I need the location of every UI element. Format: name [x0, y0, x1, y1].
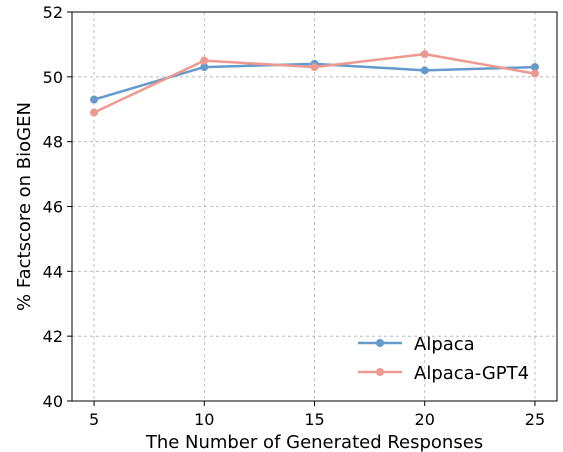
legend-marker [376, 368, 384, 376]
y-axis-label: % Factscore on BioGEN [14, 102, 35, 311]
data-point [310, 63, 319, 72]
x-tick-label: 5 [89, 410, 99, 429]
y-tick-label: 44 [43, 262, 63, 281]
data-point [90, 108, 99, 117]
data-point [530, 69, 539, 78]
x-axis-label: The Number of Generated Responses [145, 432, 483, 452]
legend-marker [376, 339, 384, 347]
x-tick-label: 20 [415, 410, 435, 429]
y-tick-labels: 40 42 44 46 48 50 52 [43, 3, 63, 411]
y-tick-label: 48 [43, 133, 63, 152]
x-tick-label: 25 [525, 410, 545, 429]
y-tick-label: 50 [43, 68, 63, 87]
data-point [90, 95, 99, 104]
y-tick-label: 40 [43, 392, 63, 411]
data-point [420, 66, 429, 75]
x-tick-label: 10 [194, 410, 214, 429]
series-layer [90, 50, 539, 117]
legend-label: Alpaca [414, 334, 475, 355]
y-tick-label: 42 [43, 327, 63, 346]
ticks [67, 11, 536, 406]
data-point [420, 50, 429, 59]
x-tick-label: 15 [304, 410, 324, 429]
data-point [200, 56, 209, 65]
legend: Alpaca Alpaca-GPT4 [358, 334, 529, 384]
y-tick-label: 52 [43, 3, 63, 22]
series-alpaca-gpt4 [90, 50, 539, 117]
y-tick-label: 46 [43, 198, 63, 217]
data-point [530, 63, 539, 72]
x-tick-labels: 5 10 15 20 25 [89, 410, 545, 429]
data-point [200, 63, 209, 72]
legend-label: Alpaca-GPT4 [414, 363, 529, 384]
